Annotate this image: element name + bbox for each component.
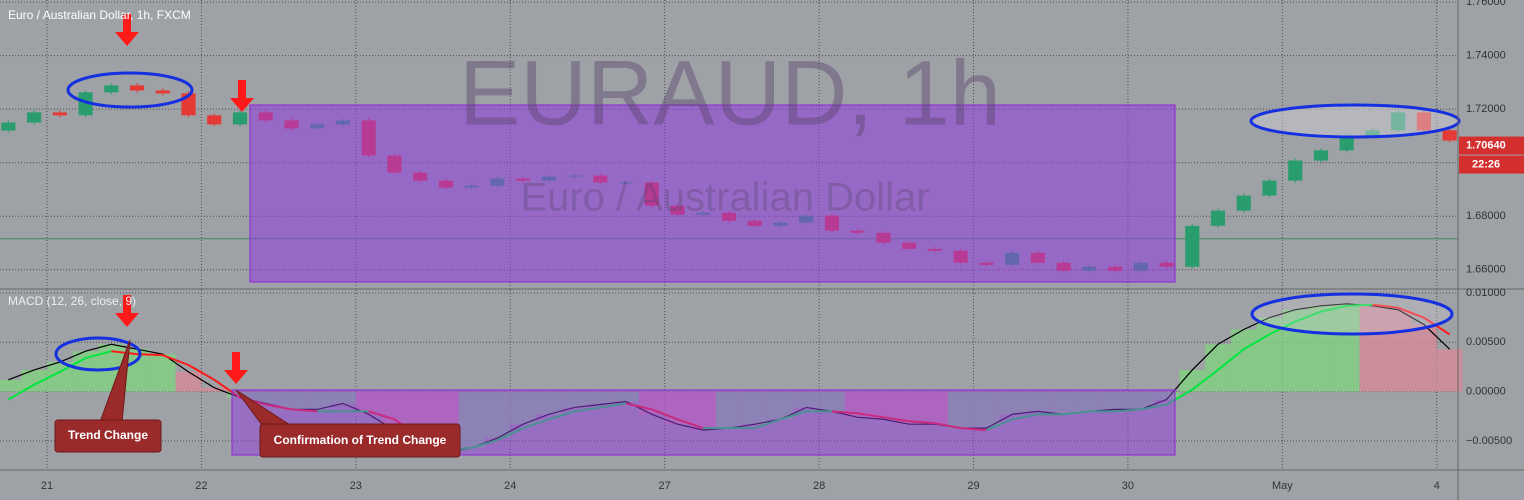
y-tick-label: 1.72000	[1466, 103, 1506, 115]
y-tick-label: 1.74000	[1466, 50, 1506, 62]
signal-line	[1372, 303, 1399, 309]
histogram-bar	[1179, 369, 1206, 392]
candle-body	[27, 112, 42, 123]
y-tick-label: 1.66000	[1466, 264, 1506, 276]
signal-line	[1243, 333, 1270, 351]
histogram-bar	[1385, 309, 1412, 392]
candle-body	[207, 115, 222, 125]
countdown-label: 22:26	[1472, 158, 1500, 170]
histogram-bar	[1230, 329, 1257, 392]
signal-line	[33, 371, 61, 386]
candle-body	[232, 112, 248, 125]
candle-body	[1365, 130, 1380, 136]
signal-line	[1320, 304, 1347, 313]
histogram-bar	[1333, 303, 1360, 392]
signal-line	[7, 383, 35, 401]
candle-body	[155, 90, 170, 94]
histogram-bar	[201, 387, 228, 392]
histogram-bar	[1205, 344, 1231, 392]
signal-line	[85, 350, 112, 360]
indicator-title: MACD (12, 26, close, 9)	[8, 294, 136, 308]
candle-body	[1236, 195, 1251, 211]
watermark: EURAUD, 1h	[459, 42, 1001, 144]
x-tick-label: 28	[813, 480, 825, 492]
candle-body	[1339, 135, 1354, 151]
signal-line	[59, 357, 87, 373]
histogram-bar	[1436, 349, 1463, 392]
candle-body	[1, 122, 16, 131]
y-tick-label: 1.68000	[1466, 210, 1506, 222]
annotation: Trend Change	[68, 428, 148, 442]
signal-line	[162, 354, 189, 366]
highlight-ellipse	[1249, 103, 1461, 139]
candle-body	[104, 85, 119, 93]
arrow	[224, 352, 248, 384]
y-tick-label: 0.00500	[1466, 336, 1506, 348]
histogram-bar	[21, 369, 47, 392]
histogram-bar	[175, 371, 202, 392]
signal-line	[1191, 369, 1219, 391]
candle-body	[78, 92, 93, 116]
last-price-box	[1459, 136, 1524, 155]
candle-body	[1416, 112, 1431, 131]
histogram-bar	[1308, 305, 1334, 392]
annotation: Confirmation of Trend Change	[274, 433, 447, 447]
callout-box	[259, 423, 461, 458]
x-tick-label: 27	[659, 480, 671, 492]
x-tick-label: 24	[504, 480, 516, 492]
y-tick-label: −0.00500	[1466, 435, 1512, 447]
signal-line	[1294, 310, 1322, 323]
countdown-box	[1459, 155, 1524, 174]
x-tick-label: May	[1272, 480, 1293, 492]
histogram-bar	[1282, 309, 1309, 392]
signal-line	[188, 364, 215, 381]
x-tick-label: 21	[41, 480, 53, 492]
y-tick-label: 0.01000	[1466, 287, 1506, 299]
highlight-ellipse	[1250, 292, 1454, 336]
histogram-bar	[1359, 305, 1386, 392]
chart-title: Euro / Australian Dollar, 1h, FXCM	[8, 8, 191, 22]
arrow	[115, 295, 139, 327]
candle-body	[129, 85, 145, 91]
y-tick-label: 0.00000	[1466, 386, 1506, 398]
histogram-bar	[1411, 324, 1437, 392]
x-tick-label: 22	[195, 480, 207, 492]
highlight-ellipse	[54, 336, 142, 372]
x-tick-label: 4	[1434, 480, 1440, 492]
candle-body	[1262, 180, 1277, 196]
candle-body	[1210, 210, 1226, 226]
candle-body	[1391, 112, 1406, 131]
x-tick-label: 29	[967, 480, 979, 492]
signal-line	[111, 350, 138, 356]
histogram-bar	[0, 379, 22, 392]
arrow	[115, 14, 139, 46]
callout-box	[54, 419, 162, 453]
candle-body	[1313, 150, 1329, 161]
y-tick-label: 1.76000	[1466, 0, 1506, 8]
candle-body	[1185, 225, 1200, 267]
arrow	[230, 80, 254, 112]
signal-line	[1346, 303, 1373, 307]
range-box	[249, 104, 1176, 283]
signal-line	[1217, 348, 1245, 371]
x-tick-label: 23	[350, 480, 362, 492]
highlight-ellipse	[66, 71, 194, 109]
watermark-subtitle: Euro / Australian Dollar	[520, 176, 929, 220]
signal-line	[1397, 306, 1425, 319]
candle-body	[52, 112, 67, 116]
x-tick-label: 30	[1122, 480, 1134, 492]
candle-body	[1442, 130, 1457, 141]
arrows	[115, 14, 254, 384]
last-price-label: 1.70640	[1466, 139, 1506, 151]
candle-body	[1288, 160, 1303, 181]
labels: 1.660001.680001.700001.720001.740001.760…	[41, 0, 1524, 492]
